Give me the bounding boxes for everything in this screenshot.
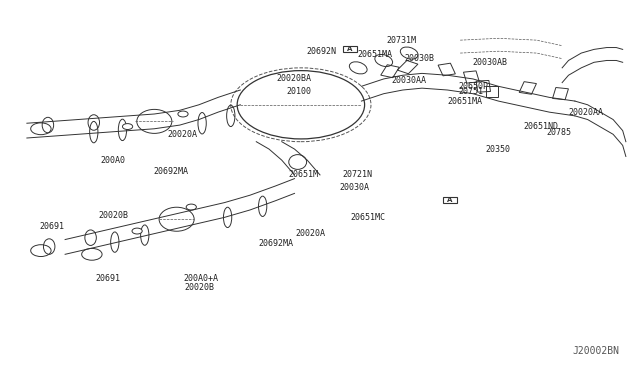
Text: 20020A: 20020A xyxy=(167,130,197,139)
Text: 20651MA: 20651MA xyxy=(447,97,483,106)
Text: 20691: 20691 xyxy=(40,222,65,231)
Text: 20020BA: 20020BA xyxy=(276,74,312,83)
Bar xyxy=(443,197,457,203)
Text: 20350: 20350 xyxy=(486,145,511,154)
Text: 20651MC: 20651MC xyxy=(351,213,385,222)
Text: 20651ND: 20651ND xyxy=(524,122,559,131)
Text: 20651M: 20651M xyxy=(288,170,318,179)
Text: 20020A: 20020A xyxy=(296,230,326,238)
Text: 20030AA: 20030AA xyxy=(392,76,426,85)
Text: J20002BN: J20002BN xyxy=(573,346,620,356)
Text: 20030AB: 20030AB xyxy=(473,58,508,67)
Bar xyxy=(343,46,357,52)
Text: 20650P: 20650P xyxy=(459,82,489,91)
Text: 200A0: 200A0 xyxy=(100,155,125,165)
Text: 20785: 20785 xyxy=(546,128,572,137)
Circle shape xyxy=(122,124,132,129)
Text: 20030B: 20030B xyxy=(404,54,434,63)
Text: 200A0+A: 200A0+A xyxy=(183,274,218,283)
Text: 20692N: 20692N xyxy=(306,47,336,56)
Text: 20651MA: 20651MA xyxy=(357,51,392,60)
Circle shape xyxy=(178,111,188,117)
Text: 20731M: 20731M xyxy=(387,36,417,45)
Text: 20100: 20100 xyxy=(287,87,312,96)
Text: 20721N: 20721N xyxy=(342,170,372,179)
Circle shape xyxy=(186,204,196,210)
Text: 20020AA: 20020AA xyxy=(568,108,604,117)
Text: 20692MA: 20692MA xyxy=(259,239,294,248)
Text: 20751: 20751 xyxy=(459,87,484,96)
Text: 20691: 20691 xyxy=(96,274,121,283)
Text: A: A xyxy=(348,46,353,52)
Text: A: A xyxy=(447,197,452,203)
Text: 20020B: 20020B xyxy=(185,283,215,292)
Text: 20030A: 20030A xyxy=(339,183,369,192)
Text: 20692MA: 20692MA xyxy=(153,167,188,176)
Circle shape xyxy=(132,228,142,234)
Text: 20020B: 20020B xyxy=(99,211,128,220)
